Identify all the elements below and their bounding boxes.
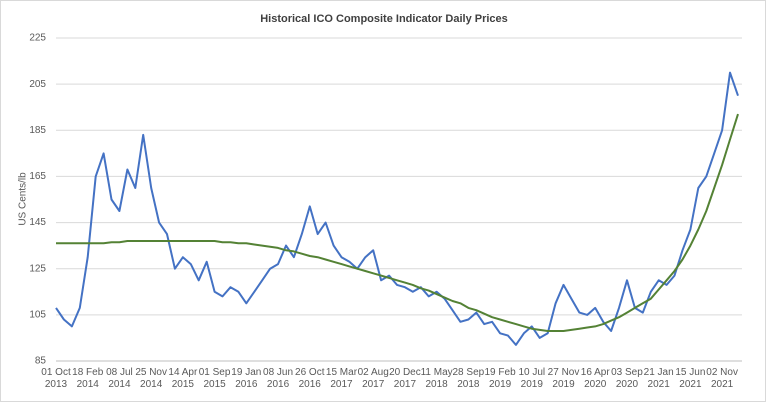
x-tick-label: 02 Aug 2017	[357, 367, 389, 390]
x-tick-label: 01 Oct 2013	[41, 367, 71, 390]
x-tick-label: 11 May 2018	[420, 367, 453, 390]
x-tick-label: 15 Mar 2017	[325, 367, 358, 390]
y-tick-label: 145	[29, 217, 46, 228]
y-tick-label: 105	[29, 309, 46, 320]
y-tick-label: 165	[29, 171, 46, 182]
y-tick-label: 185	[29, 125, 46, 136]
x-tick-label: 01 Sep 2015	[198, 367, 231, 390]
x-tick-label: 26 Oct 2016	[295, 367, 325, 390]
series-line	[55, 71, 739, 346]
x-tick-label: 18 Feb 2014	[72, 367, 104, 390]
x-tick-label: 25 Nov 2014	[135, 367, 167, 390]
x-tick-label: 27 Nov 2019	[547, 367, 580, 390]
series-line	[56, 113, 739, 332]
x-tick-label: 08 Jun 2016	[263, 367, 294, 390]
y-tick-label: 85	[35, 356, 47, 367]
x-tick-label: 20 Dec 2017	[389, 367, 421, 390]
y-axis-title: US Cents/lb	[18, 172, 29, 226]
x-tick-label: 21 Jan 2021	[643, 367, 674, 390]
x-tick-label: 08 Jul 2014	[106, 367, 133, 390]
x-tick-label: 28 Sep 2018	[452, 367, 485, 390]
x-tick-label: 14 Apr 2015	[168, 367, 198, 390]
x-tick-label: 03 Sep 2020	[611, 367, 643, 390]
x-tick-label: 16 Apr 2020	[580, 367, 610, 390]
y-tick-label: 125	[29, 263, 46, 274]
x-tick-label: 19 Feb 2019	[484, 367, 516, 390]
y-tick-label: 225	[29, 33, 46, 44]
x-tick-label: 02 Nov 2021	[706, 367, 738, 390]
chart-title: Historical ICO Composite Indicator Daily…	[260, 13, 508, 25]
x-tick-label: 10 Jul 2019	[518, 367, 546, 390]
x-tick-label: 19 Jan 2016	[231, 367, 262, 390]
x-tick-label: 15 Jun 2021	[675, 367, 706, 390]
y-tick-label: 205	[29, 79, 46, 90]
